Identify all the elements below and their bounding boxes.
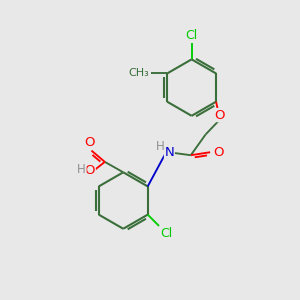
Text: H: H (77, 163, 86, 176)
Text: O: O (85, 164, 95, 177)
Text: H: H (155, 140, 164, 153)
Text: CH₃: CH₃ (129, 68, 149, 79)
Text: Cl: Cl (160, 227, 172, 240)
Text: Cl: Cl (185, 28, 198, 41)
Text: O: O (214, 146, 224, 159)
Text: O: O (85, 136, 95, 149)
Text: O: O (214, 109, 224, 122)
Text: N: N (164, 146, 174, 159)
